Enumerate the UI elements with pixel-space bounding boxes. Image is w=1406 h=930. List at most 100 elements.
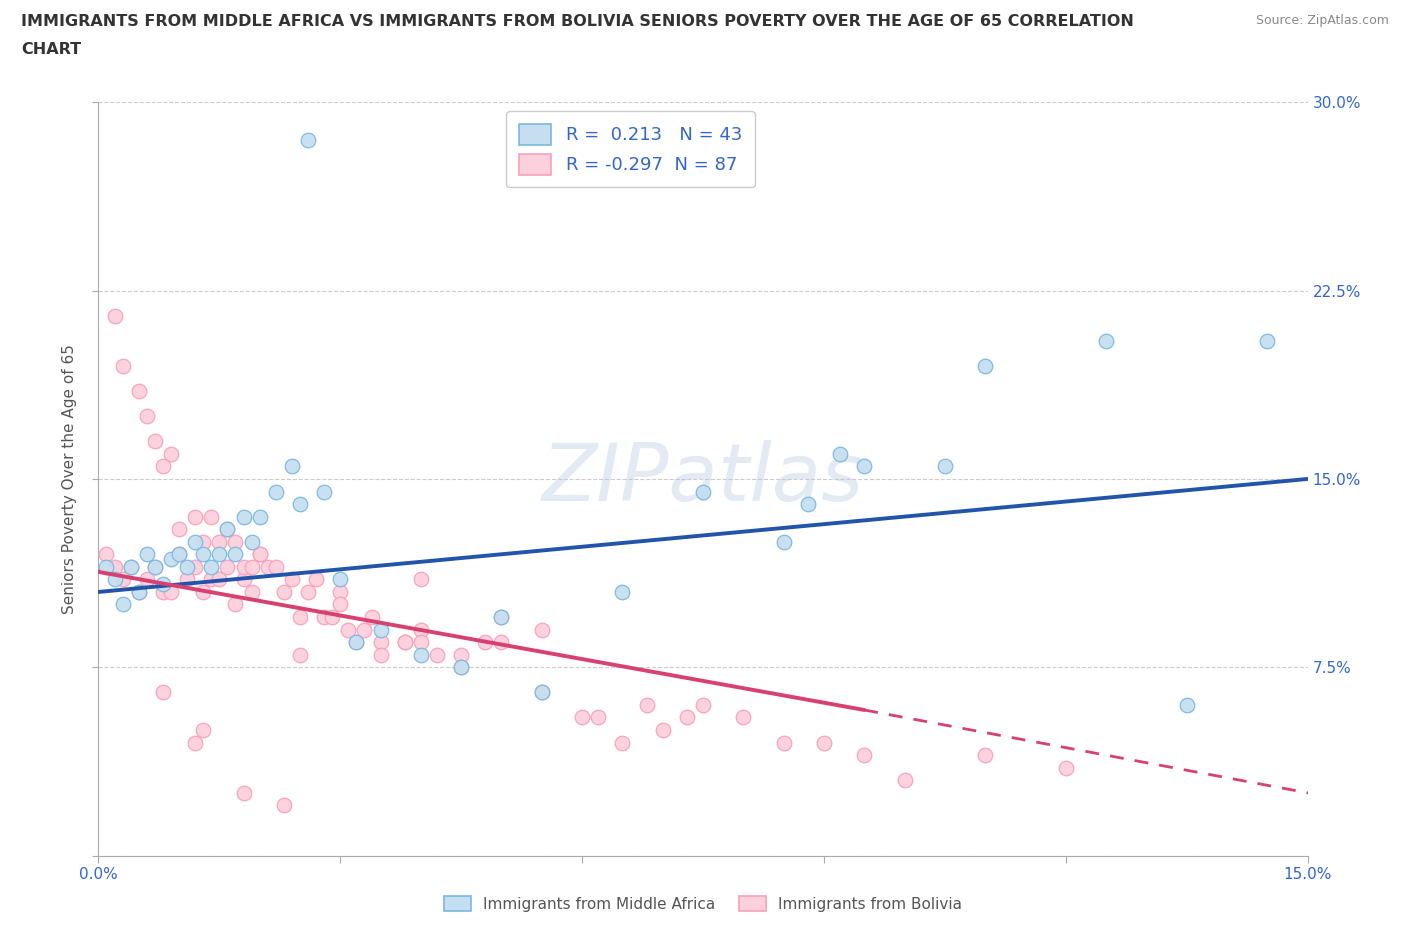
Point bbox=[344, 634, 367, 649]
Point bbox=[409, 634, 432, 649]
Point bbox=[264, 484, 287, 498]
Point bbox=[409, 572, 432, 587]
Point bbox=[329, 585, 352, 600]
Point bbox=[676, 711, 699, 725]
Point bbox=[176, 559, 198, 574]
Point bbox=[530, 622, 553, 637]
Point bbox=[160, 446, 183, 461]
Point bbox=[103, 559, 125, 574]
Text: Source: ZipAtlas.com: Source: ZipAtlas.com bbox=[1256, 14, 1389, 27]
Legend: Immigrants from Middle Africa, Immigrants from Bolivia: Immigrants from Middle Africa, Immigrant… bbox=[437, 889, 969, 918]
Point bbox=[692, 698, 714, 712]
Point bbox=[353, 622, 375, 637]
Point bbox=[314, 610, 336, 625]
Point bbox=[184, 559, 207, 574]
Point bbox=[249, 547, 271, 562]
Point bbox=[249, 510, 271, 525]
Point bbox=[240, 559, 263, 574]
Point bbox=[450, 660, 472, 675]
Point bbox=[586, 711, 609, 725]
Point bbox=[111, 597, 134, 612]
Point bbox=[264, 559, 287, 574]
Point bbox=[152, 458, 174, 473]
Point bbox=[314, 484, 336, 498]
Point bbox=[128, 585, 150, 600]
Point bbox=[394, 634, 416, 649]
Point bbox=[733, 711, 755, 725]
Point bbox=[370, 622, 392, 637]
Point bbox=[612, 585, 634, 600]
Point bbox=[450, 660, 472, 675]
Point bbox=[974, 358, 997, 373]
Point bbox=[934, 458, 956, 473]
Point bbox=[111, 572, 134, 587]
Point bbox=[240, 585, 263, 600]
Point bbox=[96, 547, 118, 562]
Point bbox=[120, 559, 142, 574]
Point bbox=[128, 585, 150, 600]
Point bbox=[370, 647, 392, 662]
Point bbox=[193, 547, 215, 562]
Point bbox=[273, 585, 295, 600]
Point bbox=[491, 610, 513, 625]
Point bbox=[571, 711, 593, 725]
Point bbox=[167, 547, 190, 562]
Point bbox=[772, 534, 794, 549]
Point bbox=[474, 634, 496, 649]
Point bbox=[337, 622, 360, 637]
Point bbox=[797, 497, 820, 512]
Point bbox=[232, 559, 254, 574]
Point bbox=[281, 572, 304, 587]
Point bbox=[828, 446, 851, 461]
Point bbox=[217, 559, 239, 574]
Point bbox=[184, 510, 207, 525]
Point bbox=[651, 723, 673, 737]
Point bbox=[167, 522, 190, 537]
Point bbox=[530, 684, 553, 699]
Point bbox=[288, 647, 311, 662]
Point bbox=[1175, 698, 1198, 712]
Point bbox=[491, 634, 513, 649]
Point bbox=[184, 735, 207, 750]
Point bbox=[1054, 761, 1077, 776]
Point bbox=[409, 647, 432, 662]
Point bbox=[772, 735, 794, 750]
Point bbox=[288, 610, 311, 625]
Point bbox=[152, 585, 174, 600]
Point bbox=[224, 547, 246, 562]
Point bbox=[208, 572, 231, 587]
Point bbox=[193, 585, 215, 600]
Point bbox=[329, 572, 352, 587]
Point bbox=[612, 735, 634, 750]
Point bbox=[135, 572, 157, 587]
Point bbox=[321, 610, 343, 625]
Point bbox=[176, 572, 198, 587]
Point bbox=[297, 132, 319, 147]
Point bbox=[256, 559, 278, 574]
Point bbox=[193, 534, 215, 549]
Point bbox=[193, 723, 215, 737]
Text: ZIPatlas: ZIPatlas bbox=[541, 440, 865, 518]
Point bbox=[152, 577, 174, 591]
Point bbox=[103, 308, 125, 323]
Legend: R =  0.213   N = 43, R = -0.297  N = 87: R = 0.213 N = 43, R = -0.297 N = 87 bbox=[506, 112, 755, 187]
Y-axis label: Seniors Poverty Over the Age of 65: Seniors Poverty Over the Age of 65 bbox=[62, 344, 77, 614]
Point bbox=[853, 458, 876, 473]
Point bbox=[135, 409, 157, 424]
Point bbox=[813, 735, 835, 750]
Point bbox=[305, 572, 328, 587]
Point bbox=[152, 684, 174, 699]
Point bbox=[409, 622, 432, 637]
Point bbox=[167, 547, 190, 562]
Point bbox=[208, 547, 231, 562]
Point bbox=[636, 698, 658, 712]
Point bbox=[893, 773, 915, 788]
Point bbox=[249, 547, 271, 562]
Point bbox=[224, 534, 246, 549]
Point bbox=[143, 559, 166, 574]
Point bbox=[361, 610, 384, 625]
Point bbox=[692, 484, 714, 498]
Point bbox=[240, 534, 263, 549]
Point bbox=[1095, 334, 1118, 349]
Point bbox=[128, 383, 150, 398]
